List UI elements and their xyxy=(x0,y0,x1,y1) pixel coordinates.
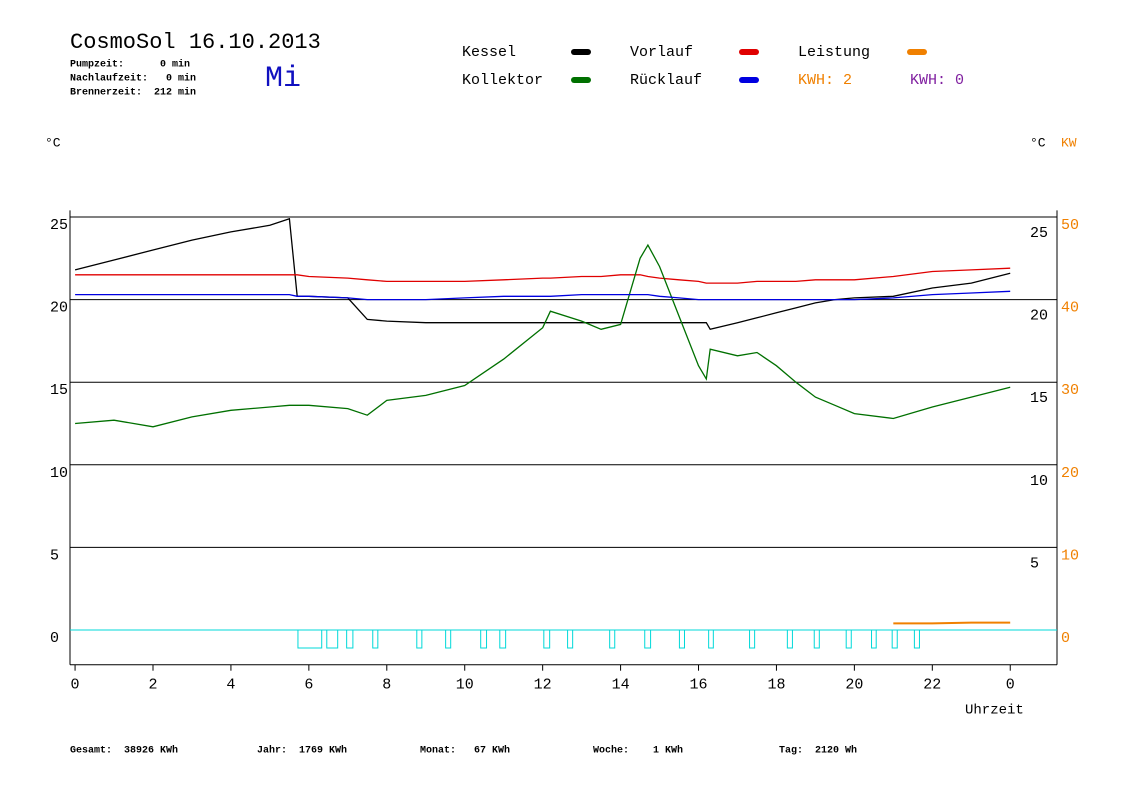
pump-run xyxy=(543,629,551,649)
x-axis-label: Uhrzeit xyxy=(965,703,1024,719)
y-tick-label: 15 xyxy=(50,382,68,399)
series-line xyxy=(74,217,1011,331)
x-tick-label: 2 xyxy=(148,677,157,694)
info-line: Pumpzeit: 0 min xyxy=(70,59,190,71)
weekday: Mi xyxy=(265,62,301,96)
y-tick-label: 5 xyxy=(50,547,59,564)
series-line xyxy=(75,243,1011,428)
x-tick-label: 0 xyxy=(1006,677,1015,694)
series-line xyxy=(75,290,1011,301)
legend-label: Kollektor xyxy=(462,72,543,89)
total: Jahr: 1769 KWh xyxy=(257,745,347,757)
x-tick-label: 20 xyxy=(845,677,863,694)
pump-run xyxy=(891,629,898,649)
y-tick-label: 10 xyxy=(50,465,68,482)
info-line: Nachlaufzeit: 0 min xyxy=(70,73,196,85)
x-tick-label: 12 xyxy=(534,677,552,694)
chart-title: CosmoSol 16.10.2013 xyxy=(70,30,321,55)
x-tick-label: 16 xyxy=(690,677,708,694)
y-right-tick-label: 20 xyxy=(1030,308,1048,325)
total: Gesamt: 38926 KWh xyxy=(70,745,178,757)
info-line: Brennerzeit: 212 min xyxy=(70,87,196,99)
pump-run xyxy=(567,629,574,649)
x-tick-label: 10 xyxy=(456,677,474,694)
legend-label: Rücklauf xyxy=(630,72,702,89)
x-tick-label: 0 xyxy=(71,677,80,694)
pump-run xyxy=(297,629,323,649)
y-unit-right: °C xyxy=(1030,135,1046,150)
pump-run xyxy=(786,629,793,649)
x-tick-label: 22 xyxy=(923,677,941,694)
series-line xyxy=(893,621,1011,625)
kwh-label: KWH: 2 xyxy=(798,72,852,89)
pump-run xyxy=(749,629,756,649)
pump-run xyxy=(416,629,423,649)
pump-run xyxy=(913,629,920,649)
y-tick-label: 25 xyxy=(50,217,68,234)
y-tick-label: 0 xyxy=(50,630,59,647)
pump-run xyxy=(372,629,379,649)
pump-run xyxy=(445,629,452,649)
pump-run xyxy=(871,629,877,649)
y2-tick-label: 40 xyxy=(1061,300,1079,317)
y-right-tick-label: 15 xyxy=(1030,390,1048,407)
legend-label: Vorlauf xyxy=(630,44,693,61)
total: Woche: 1 KWh xyxy=(593,745,683,757)
legend-label: Leistung xyxy=(798,44,870,61)
pump-run xyxy=(346,629,354,649)
pump-run xyxy=(480,629,488,649)
x-tick-label: 4 xyxy=(226,677,235,694)
y-tick-label: 20 xyxy=(50,300,68,317)
x-tick-label: 18 xyxy=(767,677,785,694)
total: Tag: 2120 Wh xyxy=(779,745,857,757)
series-line xyxy=(75,267,1011,284)
y2-tick-label: 50 xyxy=(1061,217,1079,234)
y-right-tick-label: 25 xyxy=(1030,225,1048,242)
pump-run xyxy=(326,629,339,649)
pump-run xyxy=(813,629,820,649)
pump-run xyxy=(678,629,685,649)
pump-run xyxy=(845,629,852,649)
pump-run xyxy=(644,629,652,649)
x-tick-label: 8 xyxy=(382,677,391,694)
y-right-tick-label: 10 xyxy=(1030,473,1048,490)
y2-tick-label: 20 xyxy=(1061,465,1079,482)
y2-tick-label: 0 xyxy=(1061,630,1070,647)
pump-run xyxy=(708,629,714,649)
y-unit: °C xyxy=(45,135,61,150)
x-tick-label: 6 xyxy=(304,677,313,694)
y2-tick-label: 10 xyxy=(1061,547,1079,564)
kwh-label: KWH: 0 xyxy=(910,72,964,89)
x-tick-label: 14 xyxy=(612,677,630,694)
legend-label: Kessel xyxy=(462,44,516,61)
total: Monat: 67 KWh xyxy=(420,745,510,757)
pump-run xyxy=(609,629,616,649)
pump-run xyxy=(499,629,507,649)
y2-unit: KW xyxy=(1061,135,1077,150)
y2-tick-label: 30 xyxy=(1061,382,1079,399)
y-right-tick-label: 5 xyxy=(1030,555,1039,572)
